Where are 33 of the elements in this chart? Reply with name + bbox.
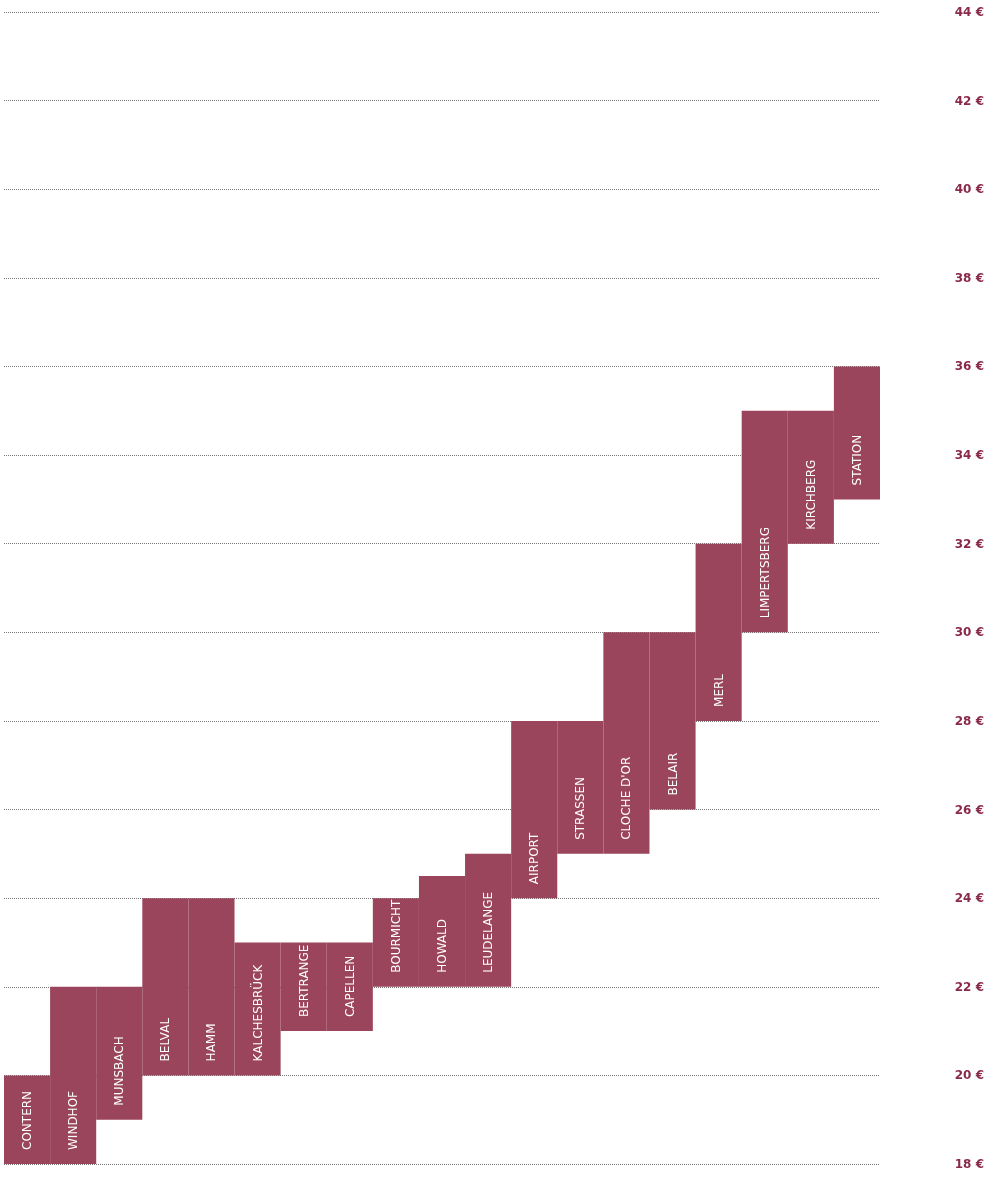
- x-tick-label: LEUDELANGE: [481, 891, 496, 973]
- y-tick-label: 40 €: [954, 182, 984, 197]
- y-tick-label: 38 €: [954, 270, 984, 285]
- y-tick-label: 30 €: [954, 625, 984, 640]
- x-tick-label: CLOCHE D'OR: [619, 756, 634, 840]
- x-tick-label: LIMPERTSBERG: [757, 527, 772, 619]
- y-tick-label: 22 €: [954, 979, 984, 994]
- x-tick-label: AIRPORT: [527, 831, 542, 885]
- x-tick-label: KALCHESBRÜCK: [248, 963, 265, 1062]
- x-tick-label: HOWALD: [435, 918, 449, 973]
- x-tick-label: BOURMICHT: [388, 898, 403, 973]
- y-tick-label: 18 €: [954, 1157, 984, 1171]
- y-tick-label: 32 €: [954, 536, 984, 551]
- x-tick-label: MUNSBACH: [112, 1036, 127, 1106]
- y-tick-label: 20 €: [954, 1068, 984, 1083]
- y-tick-label: 34 €: [954, 448, 984, 463]
- y-tick-label: 24 €: [954, 891, 984, 906]
- y-tick-label: 28 €: [954, 713, 984, 728]
- x-tick-label: WINDHOF: [66, 1090, 81, 1150]
- x-tick-label: HAMM: [204, 1023, 219, 1062]
- x-tick-label: MERL: [711, 673, 726, 707]
- y-tick-label: 26 €: [954, 802, 984, 817]
- x-tick-label: KIRCHBERG: [803, 459, 818, 530]
- x-tick-label: BERTRANGE: [296, 944, 311, 1018]
- x-tick-label: BELAIR: [665, 752, 680, 796]
- x-tick-label: STATION: [849, 434, 864, 486]
- x-tick-label: BELVAL: [158, 1017, 173, 1062]
- x-tick-label: CONTERN: [20, 1090, 35, 1150]
- y-tick-label: 42 €: [954, 93, 984, 108]
- y-tick-label: 44 €: [954, 5, 984, 19]
- x-tick-label: CAPELLEN: [342, 955, 357, 1018]
- x-tick-label: STRASSEN: [573, 777, 588, 840]
- y-tick-label: 36 €: [954, 359, 984, 374]
